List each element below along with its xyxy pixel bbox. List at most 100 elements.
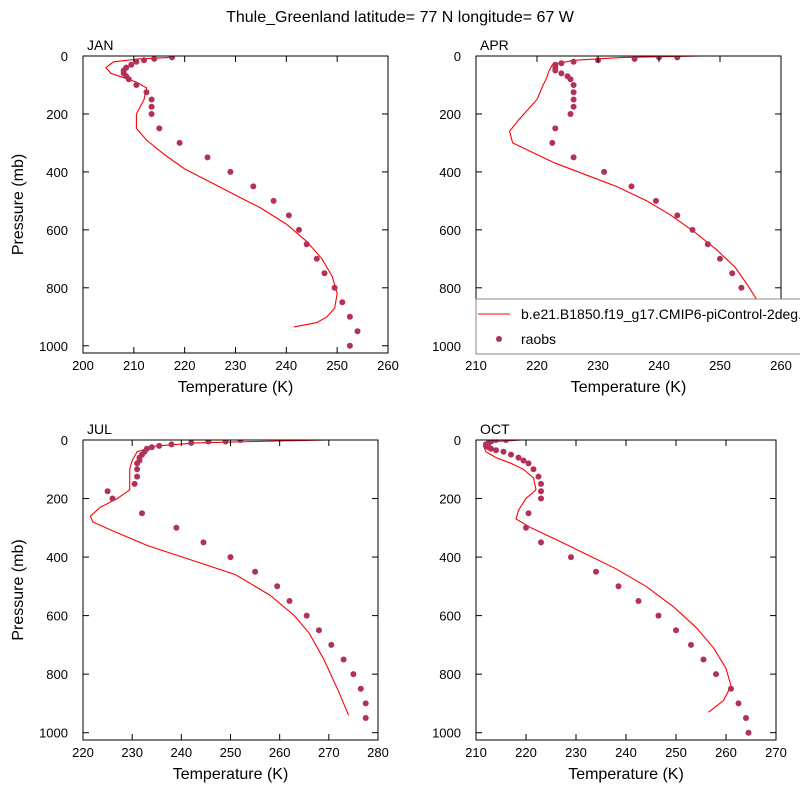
raobs-point	[285, 212, 292, 219]
raobs-point	[593, 568, 599, 575]
plot-frame	[475, 439, 777, 741]
raobs-point	[745, 729, 752, 736]
y-tick-label: 1000	[39, 726, 68, 741]
y-tick-label: 0	[61, 433, 68, 448]
raobs-point	[104, 488, 111, 495]
raobs-point	[346, 342, 353, 349]
raobs-point	[493, 440, 499, 443]
y-tick-label: 600	[46, 609, 68, 624]
raobs-point	[508, 451, 514, 458]
x-tick-label: 240	[615, 745, 637, 760]
raobs-point	[570, 103, 577, 110]
x-tick-label: 270	[765, 745, 787, 760]
panel-oct: 210 220 230 240 250 260 270 0 200 400 600 800 1000 OC…	[432, 421, 787, 783]
raobs-point	[205, 440, 212, 445]
raobs-point	[655, 612, 662, 619]
x-tick-label: 220	[174, 358, 196, 373]
plot-frame	[82, 55, 389, 354]
x-axis-label: Temperature (K)	[178, 379, 294, 396]
y-axis-label: Pressure (mb)	[10, 154, 27, 255]
raobs-point	[558, 70, 565, 77]
x-tick-label: 220	[72, 745, 94, 760]
y-tick-label: 0	[61, 49, 68, 64]
x-tick-label: 240	[648, 358, 670, 373]
raobs-point	[227, 168, 234, 175]
raobs-point	[204, 154, 211, 161]
raobs-point	[653, 197, 659, 204]
x-tick-label: 210	[465, 745, 487, 760]
y-tick-label: 0	[454, 49, 461, 64]
x-tick-label: 250	[326, 358, 348, 373]
raobs-point	[168, 441, 175, 448]
x-tick-label: 240	[275, 358, 297, 373]
raobs-point	[615, 583, 622, 590]
raobs-point	[156, 442, 163, 449]
raobs-point	[328, 641, 335, 648]
model-profile-line	[482, 440, 732, 713]
raobs-point	[274, 583, 281, 590]
y-tick-label: 600	[439, 223, 461, 238]
x-tick-label: 230	[565, 745, 587, 760]
raobs-point	[525, 510, 532, 517]
raobs-point	[570, 96, 577, 103]
raobs-point	[109, 495, 116, 502]
raobs-point	[148, 444, 155, 451]
x-tick-label: 220	[515, 745, 537, 760]
raobs-point	[173, 524, 180, 531]
legend-box	[475, 298, 800, 355]
y-tick-label: 200	[439, 492, 461, 507]
x-tick-label: 270	[318, 745, 340, 760]
legend-obs-label: raobs	[521, 331, 556, 347]
plot-area	[482, 440, 752, 750]
raobs-point	[252, 568, 259, 575]
raobs-point	[628, 183, 635, 190]
y-axis-label: Pressure (mb)	[10, 539, 27, 640]
y-tick-label: 800	[439, 281, 461, 296]
raobs-point	[131, 480, 138, 487]
raobs-point	[688, 641, 694, 648]
panel-apr: 210 220 230 240 250 260 0 200 400 600 800 1000 APR Te…	[432, 37, 792, 396]
raobs-point	[169, 56, 175, 61]
raobs-point	[746, 744, 752, 750]
model-profile-line	[89, 440, 350, 716]
panels: 200 210 220 230 240 250 260 0 200 400 600 800 1000 JA…	[10, 37, 792, 783]
y-tick-label: 400	[46, 165, 68, 180]
x-tick-label: 260	[269, 745, 291, 760]
raobs-point	[227, 554, 234, 561]
x-tick-label: 240	[170, 745, 192, 760]
raobs-point	[570, 58, 577, 65]
raobs-point	[331, 284, 338, 291]
raobs-point	[567, 111, 574, 117]
raobs-point	[535, 473, 542, 480]
raobs-point	[735, 700, 742, 707]
raobs-point	[704, 241, 711, 248]
raobs-point	[148, 103, 155, 110]
raobs-point	[354, 328, 361, 335]
legend-obs-swatch	[496, 336, 502, 342]
raobs-point	[488, 445, 494, 452]
plot-area	[89, 440, 369, 721]
raobs-point	[200, 539, 207, 546]
panel-jan: 200 210 220 230 240 250 260 0 200 400 600 800 1000 JA…	[10, 37, 399, 396]
model-profile-line	[508, 56, 764, 328]
raobs-point	[143, 89, 150, 96]
raobs-point	[222, 440, 229, 445]
raobs-point	[237, 440, 244, 443]
raobs-point	[729, 270, 736, 277]
plot-frame	[82, 439, 379, 741]
raobs-point	[558, 60, 565, 67]
raobs-point	[530, 466, 537, 473]
raobs-point	[134, 473, 141, 480]
y-tick-label: 200	[46, 107, 68, 122]
raobs-point	[346, 313, 353, 320]
y-tick-label: 800	[46, 281, 68, 296]
raobs-point	[713, 671, 719, 678]
panel-title: JAN	[87, 37, 113, 53]
x-tick-label: 280	[367, 745, 389, 760]
raobs-point	[538, 495, 544, 502]
raobs-point	[340, 656, 347, 663]
raobs-point	[717, 255, 723, 262]
raobs-point	[738, 284, 745, 291]
raobs-point	[515, 454, 522, 461]
